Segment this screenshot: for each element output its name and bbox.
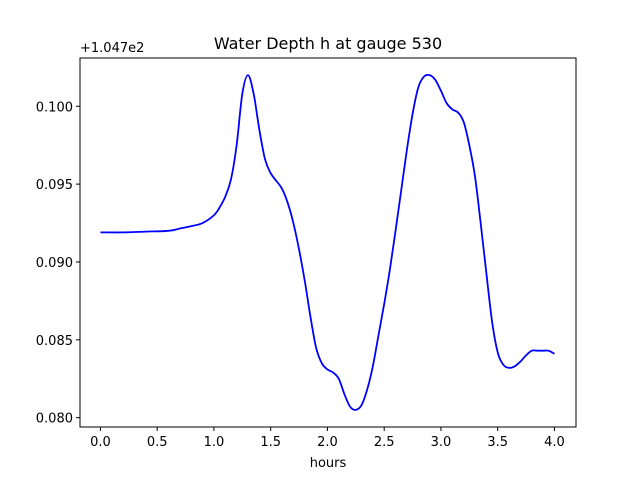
x-tick-label: 1.5 xyxy=(260,435,281,450)
x-tick-label: 3.0 xyxy=(431,435,452,450)
plot-frame xyxy=(79,57,577,428)
series-line xyxy=(100,73,555,411)
x-tick-label: 0.0 xyxy=(90,435,111,450)
x-tick-label: 4.0 xyxy=(544,435,565,450)
x-axis: 0.0 0.5 1.0 1.5 2.0 2.5 3.0 3.5 4.0 xyxy=(90,427,565,450)
plot-lines xyxy=(100,73,555,411)
y-tick-label: 0.095 xyxy=(36,178,73,193)
y-tick-label: 0.085 xyxy=(36,334,73,349)
y-tick-label: 0.090 xyxy=(36,256,73,271)
x-tick-label: 3.5 xyxy=(487,435,508,450)
x-tick-label: 1.0 xyxy=(204,435,225,450)
x-axis-label: hours xyxy=(310,456,347,471)
chart-title: Water Depth h at gauge 530 xyxy=(214,34,442,53)
y-tick-label: 0.100 xyxy=(36,100,73,115)
y-axis: 0.080 0.085 0.090 0.095 0.100 xyxy=(36,100,80,427)
y-tick-label: 0.080 xyxy=(36,412,73,427)
x-tick-label: 0.5 xyxy=(147,435,168,450)
x-tick-label: 2.5 xyxy=(374,435,395,450)
x-tick-label: 2.0 xyxy=(317,435,338,450)
y-offset-text: +1.047e2 xyxy=(80,41,144,56)
